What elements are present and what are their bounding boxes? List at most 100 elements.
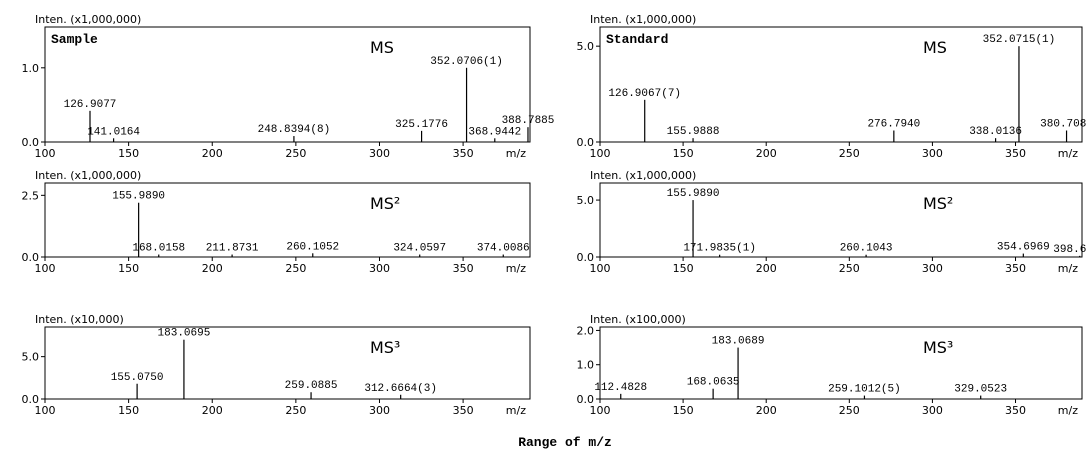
peak-label: 248.8394(8) (258, 124, 331, 136)
peak-label: 259.1012(5) (828, 384, 901, 396)
x-tick-label: 200 (756, 262, 777, 275)
x-tick-label: 250 (285, 262, 306, 275)
x-tick-label: 100 (590, 147, 611, 160)
peak-label: 155.0750 (111, 372, 164, 384)
x-tick-label: 300 (922, 147, 943, 160)
x-tick-label: 100 (590, 262, 611, 275)
x-tick-label: 150 (118, 262, 139, 275)
x-tick-label: 250 (285, 404, 306, 417)
plot-frame (44, 26, 531, 143)
x-tick-label: 250 (839, 262, 860, 275)
peak-label: 155.9890 (667, 188, 720, 200)
peak-label: 126.9067(7) (608, 88, 681, 100)
x-tick-label: 300 (369, 262, 390, 275)
common-x-label: Range of m/z (518, 435, 612, 450)
peak-label: 324.0597 (393, 243, 446, 255)
x-tick-label: 300 (922, 262, 943, 275)
peak-label: 183.0695 (158, 328, 211, 340)
peak-label: 112.4828 (594, 382, 647, 394)
peak-label: 276.7940 (867, 119, 920, 131)
peak-label: 374.0086 (477, 243, 530, 255)
x-tick-label: 350 (1005, 404, 1026, 417)
x-tick-label: 100 (35, 147, 56, 160)
x-tick-label: 300 (369, 404, 390, 417)
y-axis-label: Inten. (x1,000,000) (590, 13, 696, 26)
peak-label: 259.0885 (285, 380, 338, 392)
x-tick-label: 350 (453, 404, 474, 417)
ms-level: MS (370, 38, 394, 57)
peak-label: 155.9888 (667, 126, 720, 138)
y-tick-label: 2.5 (22, 189, 40, 202)
x-tick-label: 150 (673, 404, 694, 417)
peak-label: 338.0136 (969, 126, 1022, 138)
y-tick-label: 5.0 (22, 351, 40, 364)
x-tick-label: 350 (453, 147, 474, 160)
x-tick-label: 150 (118, 147, 139, 160)
ms-level: MS² (370, 194, 400, 213)
peak-label: 168.0158 (132, 243, 185, 255)
peak-label: 141.0164 (87, 126, 140, 138)
x-tick-label: 100 (590, 404, 611, 417)
y-axis-label: Inten. (x1,000,000) (590, 169, 696, 182)
peak-label: 380.7081 (1040, 119, 1086, 131)
peak-label: 171.9835(1) (683, 243, 756, 255)
y-tick-label: 0.0 (577, 251, 595, 264)
peak-label: 329.0523 (954, 384, 1007, 396)
peak-label: 126.9077 (64, 99, 117, 111)
x-tick-label: 250 (839, 147, 860, 160)
x-tick-label: 300 (369, 147, 390, 160)
x-tick-label: 200 (202, 404, 223, 417)
y-tick-label: 1.0 (577, 359, 595, 372)
y-tick-label: 1.0 (22, 62, 40, 75)
x-axis-label: m/z (1058, 404, 1078, 417)
peak-label: 183.0689 (712, 336, 765, 348)
x-tick-label: 150 (118, 404, 139, 417)
x-tick-label: 350 (1005, 147, 1026, 160)
peak-label: 352.0715(1) (983, 34, 1056, 46)
peak-label: 211.8731 (206, 243, 259, 255)
plot-frame (599, 182, 1083, 258)
peak-label: 354.6969 (997, 242, 1050, 254)
x-tick-label: 150 (673, 147, 694, 160)
y-tick-label: 0.0 (22, 136, 40, 149)
y-tick-label: 5.0 (577, 40, 595, 53)
y-tick-label: 0.0 (577, 393, 595, 406)
ms-level: MS³ (923, 338, 953, 357)
peak-label: 168.0635 (687, 377, 740, 389)
peak-label: 325.1776 (395, 119, 448, 131)
x-axis-label: m/z (506, 147, 526, 160)
peak-label: 368.9442 (468, 126, 521, 138)
peak-label: 352.0706(1) (430, 56, 503, 68)
panel-label: Standard (606, 32, 668, 47)
peak-label: 260.1052 (286, 241, 339, 253)
peak-label: 155.9890 (112, 191, 165, 203)
ms-level: MS³ (370, 338, 400, 357)
ms-level: MS² (923, 194, 953, 213)
peak-label: 312.6664(3) (364, 383, 437, 395)
plot-frame (44, 182, 531, 258)
x-tick-label: 250 (839, 404, 860, 417)
y-axis-label: Inten. (x10,000) (35, 313, 124, 326)
x-tick-label: 100 (35, 404, 56, 417)
x-tick-label: 200 (202, 147, 223, 160)
y-axis-label: Inten. (x1,000,000) (35, 169, 141, 182)
y-tick-label: 2.0 (577, 324, 595, 337)
panel-label: Sample (51, 32, 98, 47)
peak-label: 398.6273 (1053, 244, 1086, 256)
x-tick-label: 200 (202, 262, 223, 275)
x-tick-label: 200 (756, 147, 777, 160)
x-tick-label: 350 (453, 262, 474, 275)
peak-label: 260.1043 (840, 243, 893, 255)
y-axis-label: Inten. (x100,000) (590, 313, 686, 326)
x-axis-label: m/z (1058, 262, 1078, 275)
x-tick-label: 250 (285, 147, 306, 160)
x-tick-label: 150 (673, 262, 694, 275)
x-axis-label: m/z (506, 262, 526, 275)
x-tick-label: 300 (922, 404, 943, 417)
y-axis-label: Inten. (x1,000,000) (35, 13, 141, 26)
x-axis-label: m/z (506, 404, 526, 417)
y-tick-label: 0.0 (22, 251, 40, 264)
x-axis-label: m/z (1058, 147, 1078, 160)
x-tick-label: 350 (1005, 262, 1026, 275)
